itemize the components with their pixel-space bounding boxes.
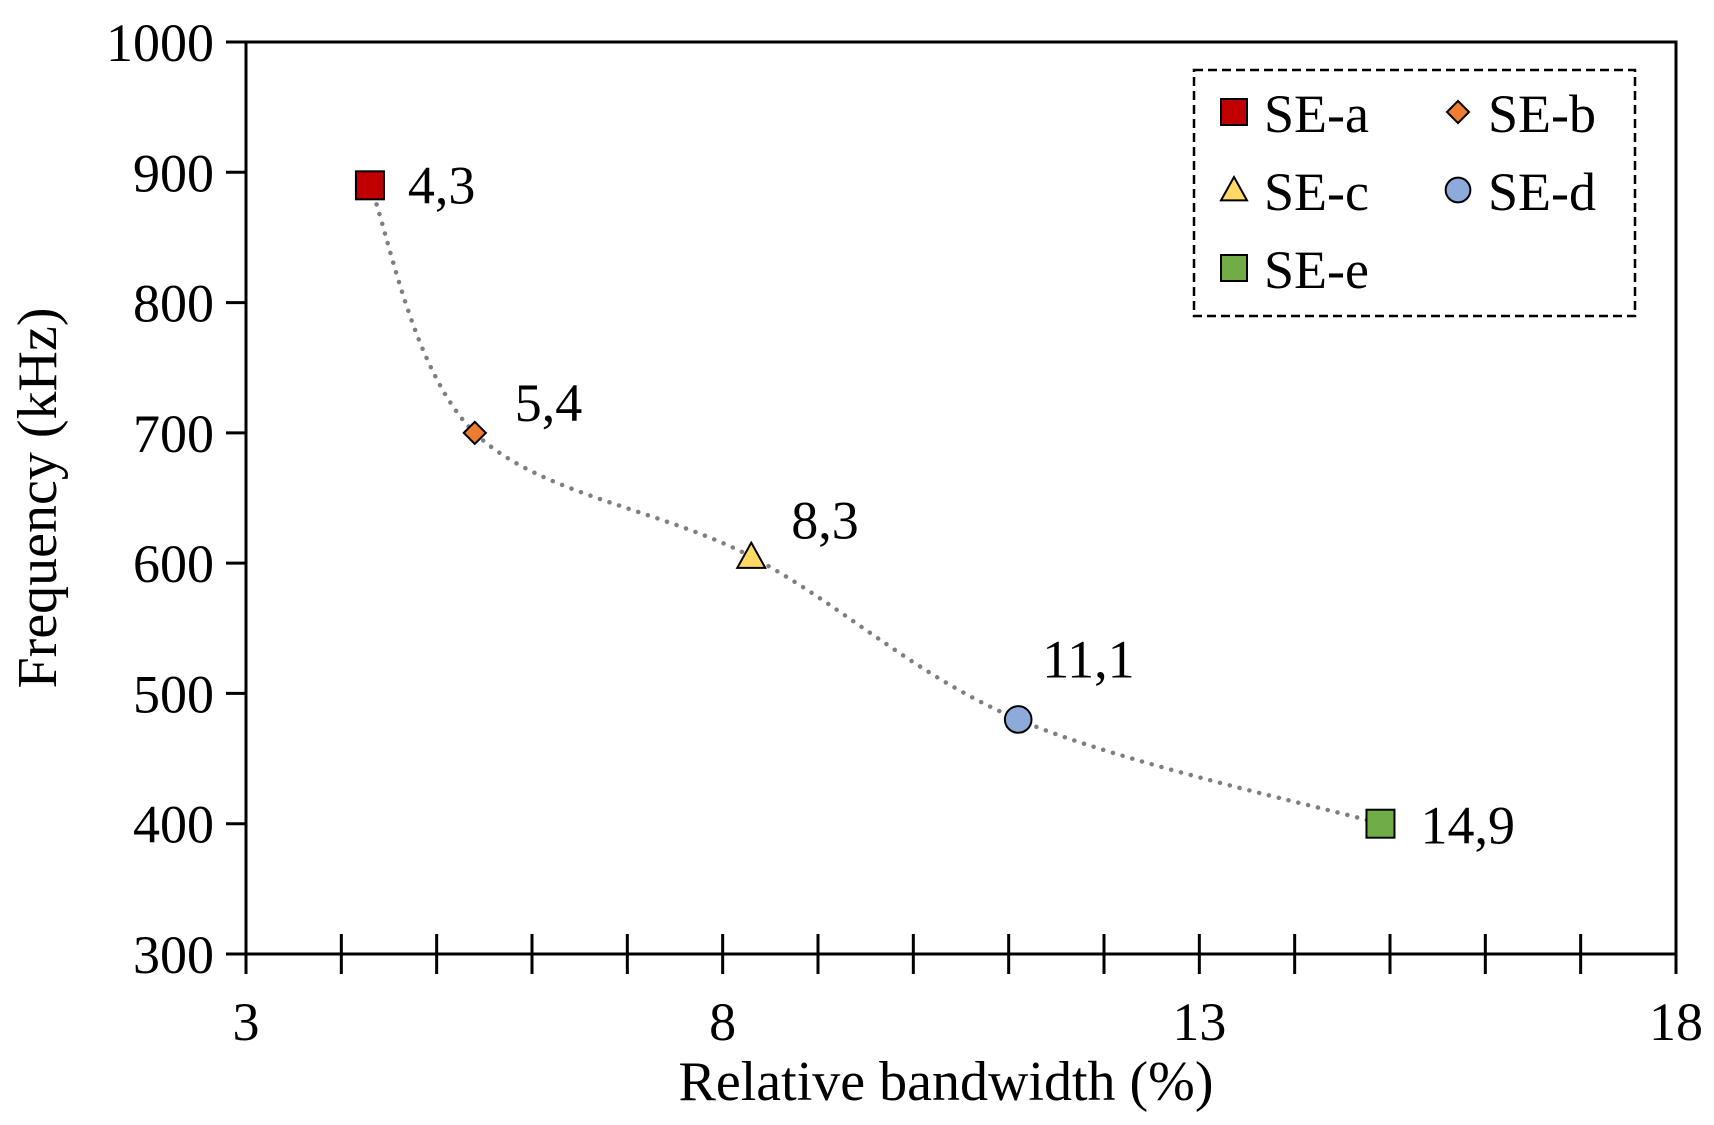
y-axis-title: Frequency (kHz)	[7, 308, 69, 689]
y-tick-label: 300	[133, 925, 214, 985]
y-tick-label: 800	[133, 274, 214, 334]
data-labels: 4,3 5,4 8,3 11,1 14,9	[408, 155, 1515, 855]
x-axis-title: Relative bandwidth (%)	[679, 1051, 1214, 1113]
data-label-se-a: 4,3	[408, 155, 476, 215]
data-point-se-d	[1003, 705, 1033, 734]
y-tick-label: 700	[133, 404, 214, 464]
x-tick-label: 13	[1172, 992, 1226, 1052]
y-axis: 300 400 500 600 700 800 900 1000	[106, 13, 246, 985]
data-point-se-c	[735, 540, 767, 569]
x-axis: 3 8 13 18	[233, 934, 1703, 1052]
legend-marker-se-a	[1220, 98, 1248, 126]
plot-area	[244, 40, 1678, 956]
legend: SE-a SE-b SE-c SE-d SE-e	[1192, 68, 1637, 318]
x-tick-label: 3	[233, 992, 260, 1052]
legend-label-se-d: SE-d	[1488, 162, 1596, 222]
legend-label-se-c: SE-c	[1264, 162, 1369, 222]
data-markers	[354, 170, 1396, 839]
legend-label-se-b: SE-b	[1488, 84, 1596, 144]
legend-box	[1192, 68, 1637, 318]
data-label-se-e: 14,9	[1420, 796, 1515, 856]
data-label-se-d: 11,1	[1042, 629, 1135, 689]
data-label-se-c: 8,3	[791, 491, 859, 551]
legend-label-se-e: SE-e	[1264, 240, 1369, 300]
y-tick-label: 400	[133, 795, 214, 855]
y-tick-label: 600	[133, 534, 214, 594]
y-tick-label: 900	[133, 143, 214, 203]
legend-marker-se-e	[1220, 254, 1248, 282]
x-tick-label: 8	[709, 992, 736, 1052]
data-label-se-b: 5,4	[515, 373, 583, 433]
legend-marker-se-b	[1445, 99, 1471, 125]
legend-marker-se-d	[1444, 176, 1472, 204]
y-tick-label: 500	[133, 664, 214, 724]
legend-label-se-a: SE-a	[1264, 84, 1369, 144]
data-point-se-a	[354, 170, 385, 201]
data-point-se-b	[462, 420, 488, 446]
data-point-se-e	[1365, 808, 1396, 839]
x-tick-label: 18	[1649, 992, 1703, 1052]
legend-marker-se-c	[1219, 174, 1249, 202]
y-tick-label: 1000	[106, 13, 214, 73]
